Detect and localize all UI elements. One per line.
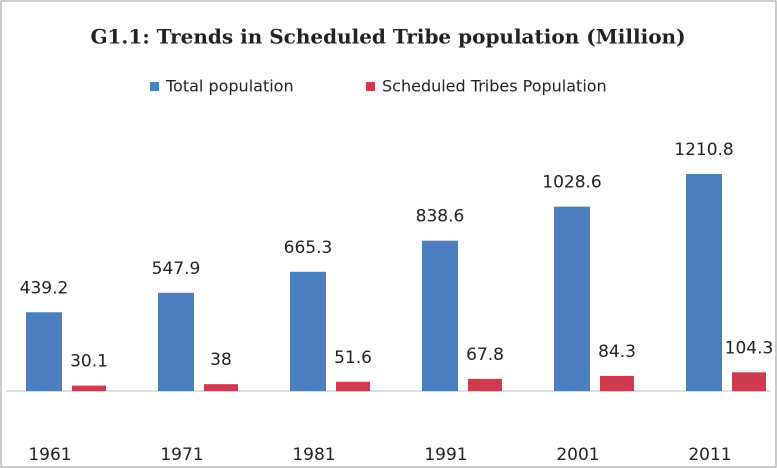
legend-swatch	[150, 82, 159, 91]
bar	[732, 372, 766, 391]
x-tick-label: 2001	[556, 445, 599, 465]
x-tick-label: 1961	[28, 445, 71, 465]
x-tick-label: 1981	[292, 445, 335, 465]
x-tick-label: 1971	[160, 445, 203, 465]
bar	[158, 292, 194, 391]
data-label: 665.3	[284, 238, 333, 258]
bar	[26, 312, 62, 391]
bar	[600, 375, 634, 391]
bar	[204, 384, 238, 391]
legend-label: Total population	[165, 77, 294, 96]
bar	[422, 240, 458, 391]
bar	[336, 381, 370, 391]
data-label: 838.6	[416, 207, 465, 227]
data-label: 51.6	[334, 348, 372, 368]
data-label: 1210.8	[674, 140, 733, 160]
legend-label: Scheduled Tribes Population	[382, 77, 607, 96]
data-label: 547.9	[152, 259, 201, 279]
data-label: 84.3	[598, 342, 636, 362]
x-tick-label: 1991	[424, 445, 467, 465]
data-label: 439.2	[20, 278, 69, 298]
bar	[468, 378, 502, 391]
bar	[686, 174, 722, 391]
bar	[554, 206, 590, 391]
bar	[290, 271, 326, 391]
data-label: 1028.6	[542, 173, 601, 193]
data-label: 104.3	[725, 338, 774, 358]
chart-title: G1.1: Trends in Scheduled Tribe populati…	[90, 25, 685, 49]
data-label: 30.1	[70, 352, 108, 372]
x-tick-label: 2011	[688, 445, 731, 465]
bar	[72, 385, 106, 391]
legend-swatch	[366, 82, 375, 91]
data-label: 38	[210, 350, 232, 370]
data-label: 67.8	[466, 345, 504, 365]
